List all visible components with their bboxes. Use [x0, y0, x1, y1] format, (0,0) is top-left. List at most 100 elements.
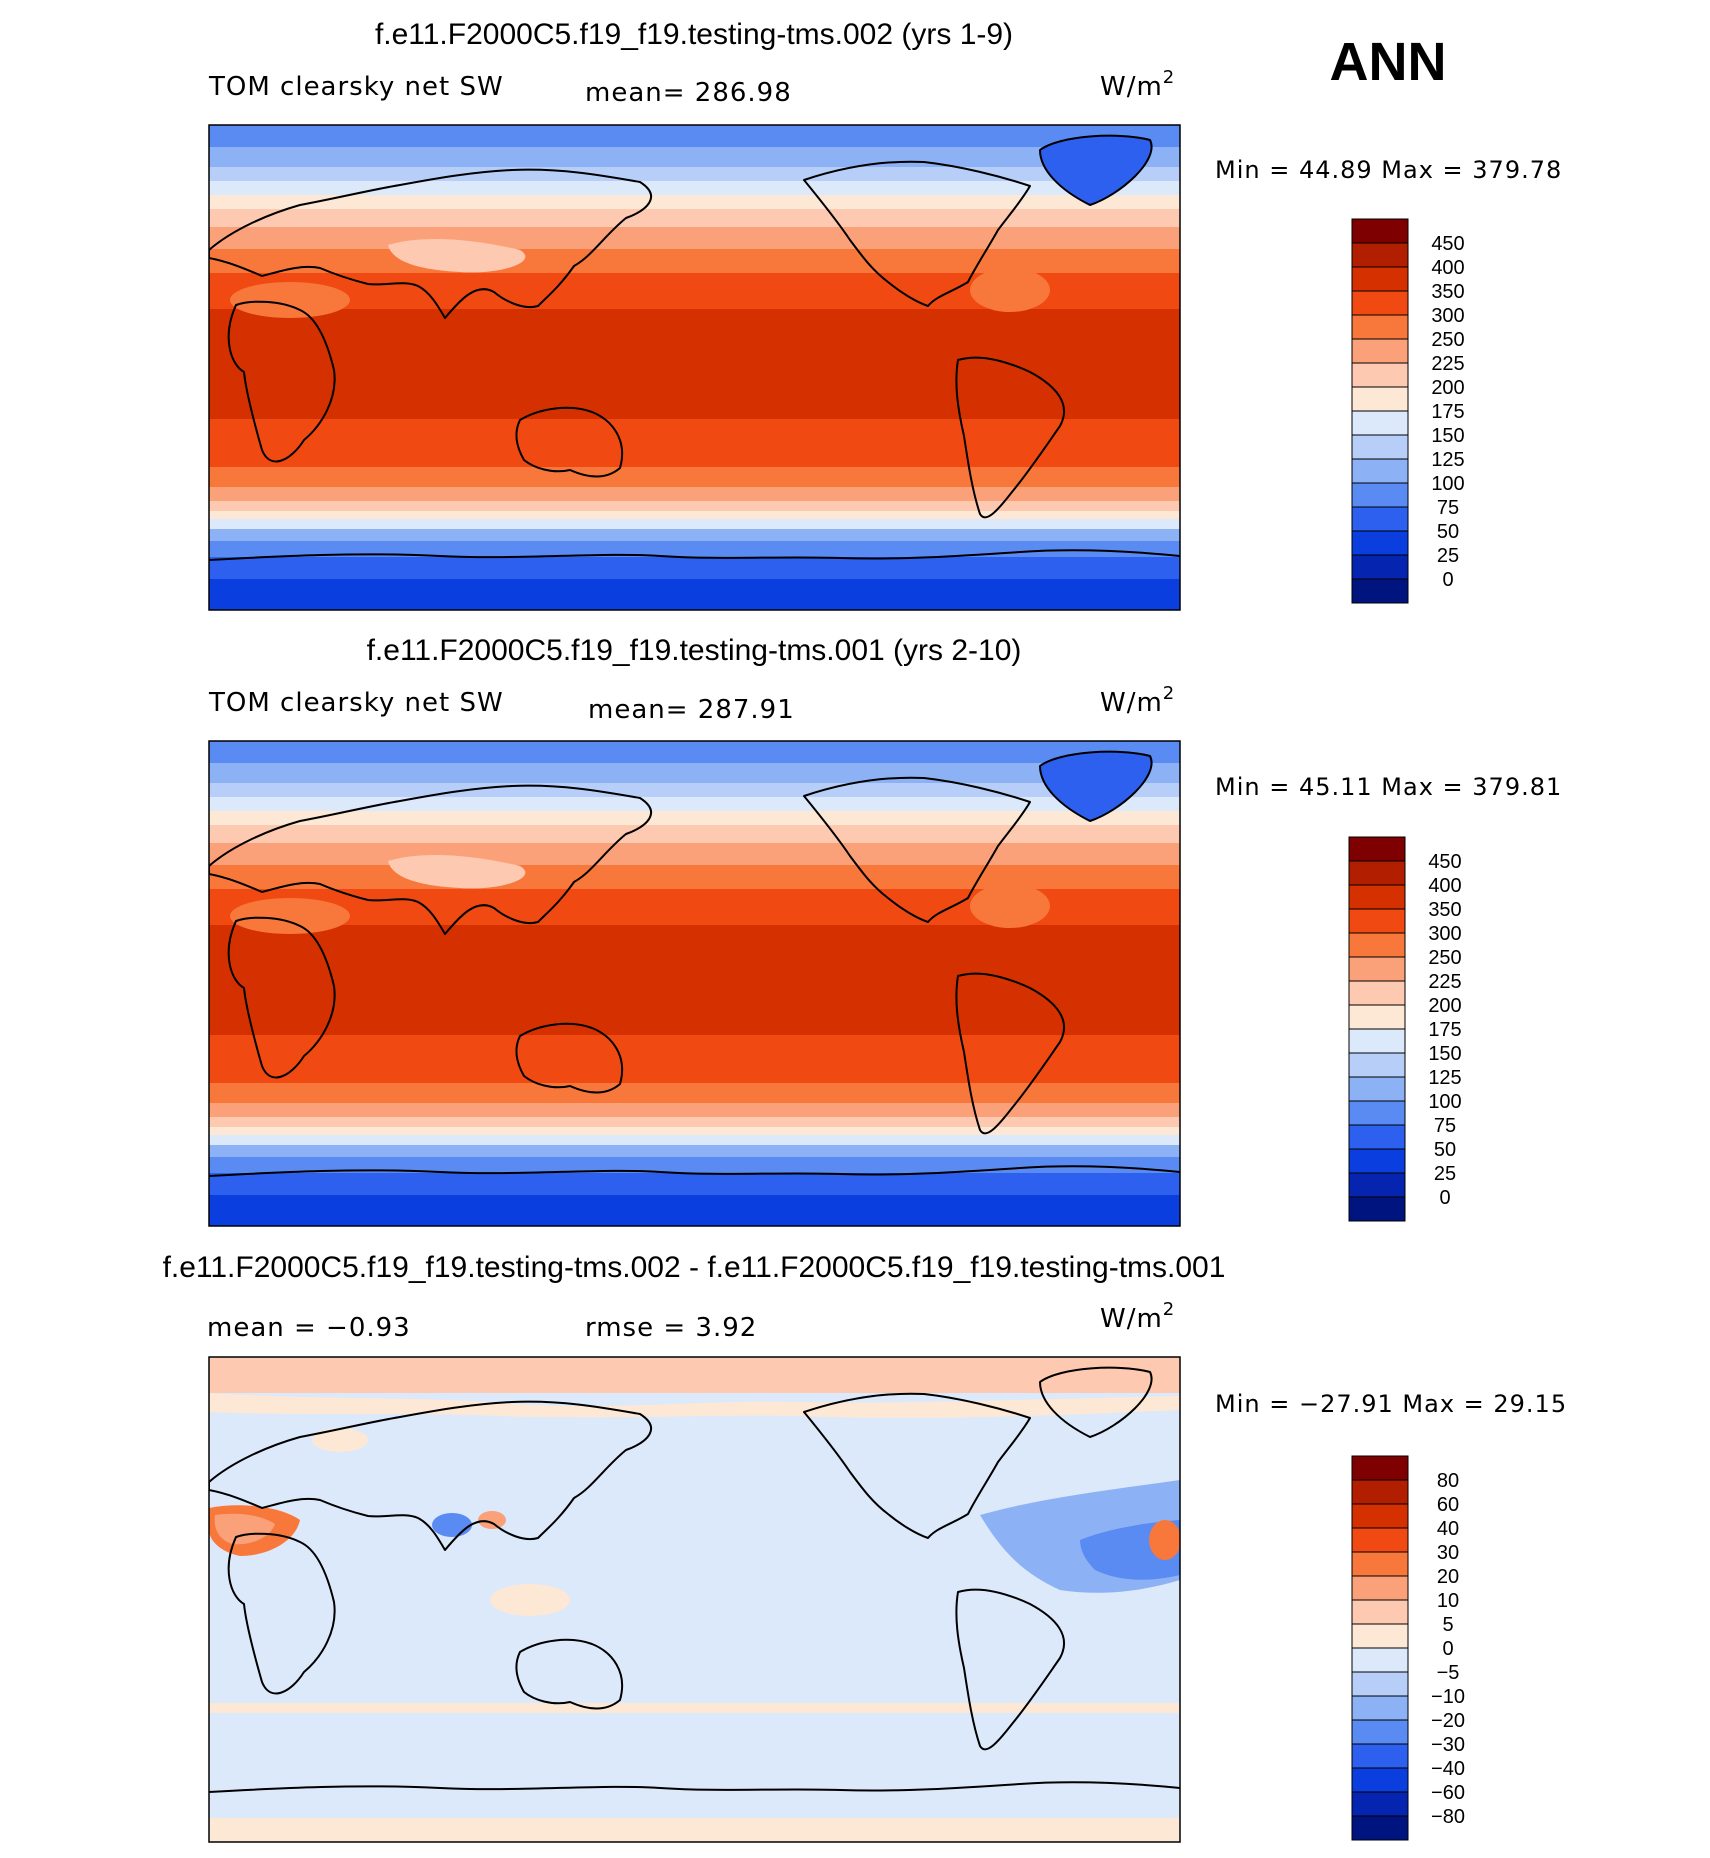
- panel-2-asia-patch: [388, 854, 526, 889]
- colorbar-swatch: [1351, 218, 1409, 244]
- panel-2-band-south-warm: [209, 1083, 1180, 1103]
- panel-2-greenland-patch: [1040, 751, 1152, 821]
- panel-3-australia-coast: [515, 1638, 623, 1710]
- colorbar-swatch: [1348, 908, 1406, 934]
- panel-1-band-north-tran: [209, 227, 1180, 249]
- colorbar-swatch: [1348, 956, 1406, 982]
- colorbar-tick-label: 100: [1428, 1091, 1461, 1113]
- panel-3: f.e11.F2000C5.f19_f19.testing-tms.002 - …: [163, 1251, 1566, 1843]
- panel-2-band-north-tran: [209, 843, 1180, 865]
- colorbar-tick-label: 75: [1434, 1115, 1456, 1137]
- panel-1-band-north-high: [209, 147, 1180, 167]
- panel-1-band-south-sub2: [209, 541, 1180, 557]
- colorbar-tick-label: 175: [1428, 1019, 1461, 1041]
- colorbar-swatch: [1351, 1695, 1409, 1721]
- panel-2-band-south-sub2: [209, 1157, 1180, 1173]
- panel-2-band-south-mid2: [209, 1135, 1180, 1145]
- colorbar-tick-label: 150: [1431, 425, 1464, 447]
- colorbar-tick-label: 150: [1428, 1043, 1461, 1065]
- colorbar-tick-label: 450: [1431, 233, 1464, 255]
- panel-2-sahara-patch: [230, 898, 350, 934]
- colorbar-swatch: [1348, 1004, 1406, 1030]
- panel-1-band-north-polar: [209, 125, 1180, 147]
- panel-1-mean-label: mean= 286.98: [585, 78, 792, 108]
- panel-2-band-north-mid: [209, 797, 1180, 811]
- panel-1-band-south-mid2: [209, 519, 1180, 529]
- panel-1-band-tropics: [209, 309, 1180, 419]
- colorbar-tick-label: 25: [1437, 545, 1459, 567]
- colorbar-tick-label: 125: [1428, 1067, 1461, 1089]
- panel-1-band-north-warm: [209, 249, 1180, 273]
- panel-2-antarctica-coast: [209, 1165, 1180, 1177]
- panel-2-band-south-tran: [209, 1103, 1180, 1117]
- panel-1-band-south-high: [209, 529, 1180, 541]
- colorbar-swatch: [1351, 386, 1409, 412]
- colorbar-swatch: [1351, 1647, 1409, 1673]
- panel-1-antarctica-coast: [209, 549, 1180, 561]
- colorbar-swatch: [1351, 1815, 1409, 1841]
- panel-1-band-south-warm: [209, 467, 1180, 487]
- panel-2-band-south-polar: [209, 1173, 1180, 1195]
- colorbar-swatch: [1348, 932, 1406, 958]
- panel-3-asia-pos: [478, 1511, 506, 1529]
- panel-1-band-north-mid: [209, 181, 1180, 195]
- colorbar-tick-label: 50: [1434, 1139, 1456, 1161]
- panel-3-eurasia-coast: [209, 1400, 653, 1551]
- colorbar-swatch: [1348, 1196, 1406, 1222]
- panel-3-band-north-weak: [209, 1393, 1180, 1418]
- colorbar-swatch: [1351, 338, 1409, 364]
- panel-1-south-america-coast: [955, 356, 1066, 519]
- colorbar-swatch: [1348, 1052, 1406, 1078]
- colorbar-tick-label: 5: [1442, 1614, 1453, 1636]
- panel-2-band-north-lat: [209, 825, 1180, 843]
- panel-1-eurasia-coast: [209, 168, 653, 319]
- panel-3-antarctica-coast: [209, 1781, 1180, 1793]
- colorbar-swatch: [1351, 1551, 1409, 1577]
- colorbar-swatch: [1348, 1028, 1406, 1054]
- panel-2-left-label: TOM clearsky net SW: [208, 688, 504, 718]
- colorbar-swatch: [1348, 860, 1406, 886]
- colorbar-swatch: [1351, 530, 1409, 556]
- panel-1-band-north-mid2: [209, 195, 1180, 209]
- panel-3-asia-neg: [432, 1513, 472, 1537]
- panel-2-band-north-high: [209, 763, 1180, 783]
- colorbar-tick-label: −80: [1431, 1806, 1465, 1828]
- panel-3-map-frame: [208, 1356, 1181, 1843]
- panel-1-band-south-tran: [209, 487, 1180, 501]
- panel-2-greenland-coast: [1039, 750, 1153, 822]
- panel-1-asia-patch: [388, 238, 526, 273]
- colorbar-tick-label: 40: [1437, 1518, 1459, 1540]
- colorbar-tick-label: 400: [1428, 875, 1461, 897]
- colorbar-swatch: [1348, 980, 1406, 1006]
- colorbar-swatch: [1351, 434, 1409, 460]
- panel-1: f.e11.F2000C5.f19_f19.testing-tms.002 (y…: [208, 18, 1561, 611]
- colorbar-tick-label: 225: [1428, 971, 1461, 993]
- colorbar-swatch: [1351, 1671, 1409, 1697]
- panel-1-band-north-lat: [209, 209, 1180, 227]
- colorbar-tick-label: 60: [1437, 1494, 1459, 1516]
- panel-1-map-frame: [208, 124, 1181, 611]
- panel-2-band-south-mid: [209, 1127, 1180, 1135]
- colorbar-swatch: [1348, 1172, 1406, 1198]
- panel-3-band-south-weak: [209, 1703, 1180, 1713]
- colorbar-swatch: [1351, 290, 1409, 316]
- colorbar-swatch: [1351, 1455, 1409, 1481]
- colorbar-tick-label: 80: [1437, 1470, 1459, 1492]
- panel-2: f.e11.F2000C5.f19_f19.testing-tms.001 (y…: [208, 634, 1561, 1227]
- panel-3-greenland-coast: [1039, 1366, 1153, 1438]
- panel-2-band-north-polar: [209, 741, 1180, 763]
- panel-3-mean-label: mean = −0.93: [207, 1313, 411, 1343]
- panel-2-band-tropics: [209, 925, 1180, 1035]
- panel-2-north-america-coast: [803, 776, 1031, 923]
- colorbar-swatch: [1351, 266, 1409, 292]
- colorbar-swatch: [1348, 1076, 1406, 1102]
- colorbar-swatch: [1351, 482, 1409, 508]
- colorbar-swatch: [1351, 1527, 1409, 1553]
- panel-3-field-base: [209, 1357, 1180, 1842]
- colorbar-tick-label: 250: [1431, 329, 1464, 351]
- colorbar-tick-label: 200: [1428, 995, 1461, 1017]
- colorbar-swatch: [1351, 506, 1409, 532]
- colorbar-tick-label: −20: [1431, 1710, 1465, 1732]
- panel-3-north-america-coast: [803, 1392, 1031, 1539]
